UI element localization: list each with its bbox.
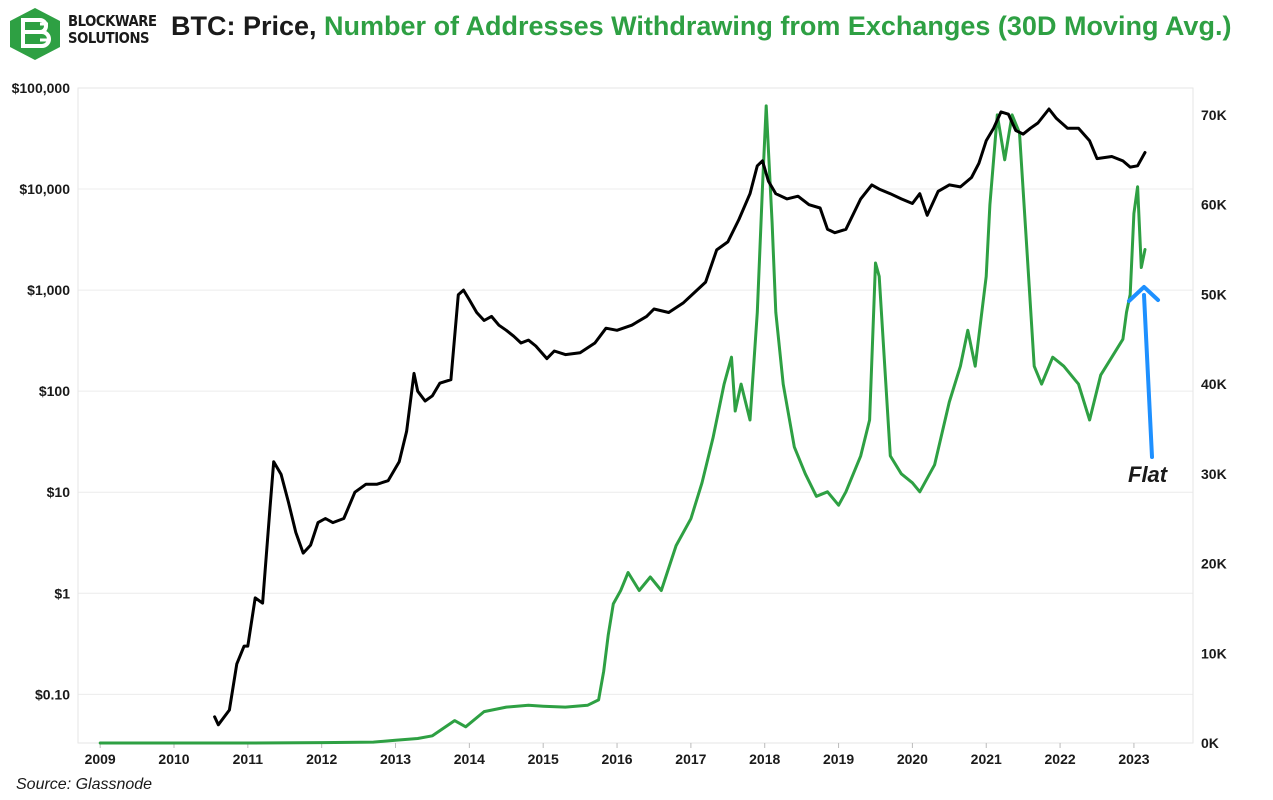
left-tick-label: $0.10	[35, 686, 70, 702]
chart-title-price: BTC: Price,	[171, 11, 325, 41]
right-tick-label: 30K	[1201, 466, 1227, 482]
right-axis-ticks: 0K 10K 20K 30K 40K 50K 60K 70K	[1201, 107, 1227, 751]
plot-area	[77, 87, 1194, 744]
x-tick-label: 2022	[1045, 751, 1076, 767]
brand-name: BLOCKWARE SOLUTIONS	[68, 13, 157, 47]
series-price-line	[213, 107, 1147, 727]
x-tick-label: 2016	[601, 751, 632, 767]
right-tick-label: 20K	[1201, 556, 1227, 572]
x-tick-label: 2021	[971, 751, 1002, 767]
left-axis-ticks: $0.10 $1 $10 $100 $1,000 $10,000 $100,000	[12, 80, 71, 702]
left-tick-label: $1	[54, 585, 70, 601]
right-tick-label: 70K	[1201, 107, 1227, 123]
x-tick-label: 2011	[233, 751, 264, 767]
blockware-logo-icon	[10, 8, 60, 60]
flat-annotation: Flat	[1128, 462, 1168, 487]
flat-arrow-icon	[1127, 285, 1160, 459]
brand-line-2: SOLUTIONS	[68, 29, 150, 47]
x-tick-label: 2017	[675, 751, 706, 767]
chart-title-addresses: Number of Addresses Withdrawing from Exc…	[324, 11, 1232, 41]
right-tick-label: 10K	[1201, 645, 1227, 661]
header: BLOCKWARE SOLUTIONS BTC: Price, Number o…	[0, 0, 1273, 90]
right-tick-label: 40K	[1201, 376, 1227, 392]
left-tick-label: $10,000	[19, 181, 70, 197]
left-tick-label: $10	[47, 484, 71, 500]
right-tick-label: 60K	[1201, 197, 1227, 213]
x-axis-ticks: 2009 2010 2011 2012 2013 2014 2015 2016 2017 2018…	[85, 743, 1150, 767]
brand-line-1: BLOCKWARE	[68, 12, 157, 30]
right-tick-label: 0K	[1201, 735, 1219, 751]
x-tick-label: 2019	[823, 751, 854, 767]
x-tick-label: 2014	[454, 751, 485, 767]
x-tick-label: 2020	[897, 751, 928, 767]
x-tick-label: 2012	[306, 751, 337, 767]
x-tick-label: 2023	[1118, 751, 1149, 767]
right-tick-label: 50K	[1201, 286, 1227, 302]
series-addresses-line	[98, 104, 1147, 745]
x-tick-label: 2009	[85, 751, 116, 767]
left-tick-label: $1,000	[27, 282, 70, 298]
chart-title: BTC: Price, Number of Addresses Withdraw…	[171, 8, 1231, 44]
x-tick-label: 2010	[158, 751, 189, 767]
left-tick-label: $100,000	[12, 80, 71, 96]
x-tick-label: 2018	[749, 751, 780, 767]
source-note: Source: Glassnode	[16, 776, 153, 793]
grid-lines	[78, 87, 1193, 695]
left-tick-label: $100	[39, 383, 70, 399]
x-tick-label: 2015	[528, 751, 559, 767]
x-tick-label: 2013	[380, 751, 411, 767]
